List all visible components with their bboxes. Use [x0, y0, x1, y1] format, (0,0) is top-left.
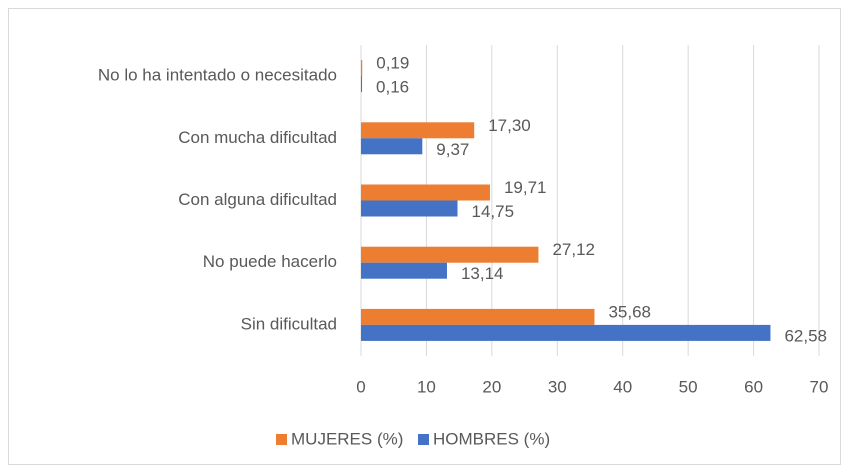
x-tick-label: 40 [613, 377, 632, 396]
x-tick-label: 20 [482, 377, 501, 396]
y-tick-label: No puede hacerlo [203, 252, 337, 271]
bar [361, 76, 363, 93]
bar [361, 308, 595, 325]
x-tick-label: 60 [744, 377, 763, 396]
x-tick-label: 0 [356, 377, 365, 396]
bar [361, 60, 363, 77]
bar [361, 122, 475, 139]
x-tick-label: 30 [548, 377, 567, 396]
bar [361, 246, 539, 263]
legend-label: MUJERES (%) [291, 429, 403, 448]
legend-swatch [418, 434, 429, 445]
bar [361, 138, 423, 155]
value-label: 0,16 [376, 78, 409, 97]
chart-border [8, 8, 841, 465]
x-tick-label: 10 [417, 377, 436, 396]
value-label: 35,68 [608, 302, 651, 321]
x-tick-label: 70 [810, 377, 829, 396]
bar [361, 324, 771, 341]
value-label: 9,37 [436, 140, 469, 159]
bar [361, 262, 447, 279]
value-label: 13,14 [461, 264, 504, 283]
x-tick-label: 50 [679, 377, 698, 396]
legend-label: HOMBRES (%) [433, 429, 550, 448]
legend-swatch [276, 434, 287, 445]
value-label: 27,12 [552, 240, 595, 259]
y-tick-label: Con mucha dificultad [178, 128, 337, 147]
value-label: 17,30 [488, 116, 531, 135]
bar [361, 184, 490, 201]
y-tick-label: Con alguna dificultad [178, 190, 337, 209]
value-label: 0,19 [376, 54, 409, 73]
y-tick-label: Sin dificultad [241, 314, 337, 333]
value-label: 19,71 [504, 178, 547, 197]
y-tick-label: No lo ha intentado o necesitado [98, 66, 337, 85]
value-label: 62,58 [784, 326, 827, 345]
value-label: 14,75 [472, 202, 515, 221]
bar [361, 200, 458, 217]
